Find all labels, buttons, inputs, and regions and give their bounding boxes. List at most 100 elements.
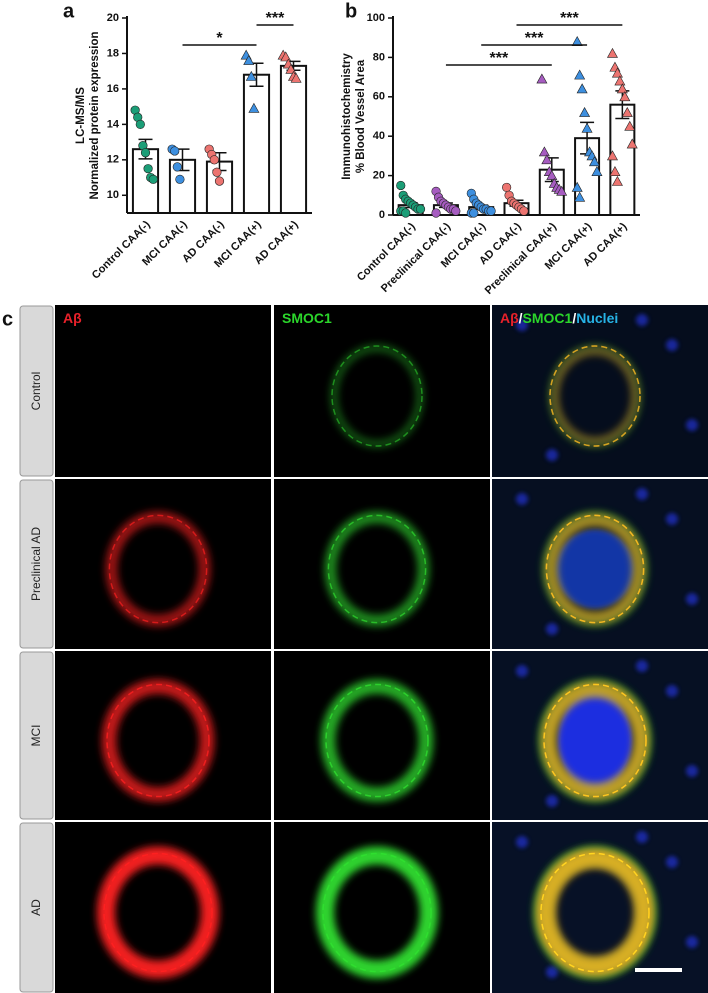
data-point	[556, 185, 568, 196]
y-tick-label: 40	[373, 130, 385, 142]
data-point	[538, 146, 550, 157]
data-point	[212, 167, 222, 177]
data-point	[574, 191, 586, 202]
vessel-ring	[542, 683, 648, 798]
data-point	[574, 69, 586, 80]
panel-letter: a	[63, 0, 75, 22]
data-point	[591, 166, 603, 176]
y-tick-label: 100	[367, 12, 385, 24]
data-point	[626, 138, 638, 149]
significance-label: ***	[560, 10, 579, 27]
bar	[242, 73, 271, 214]
data-point	[619, 91, 631, 102]
vessel-ring	[552, 348, 638, 444]
nucleus	[516, 836, 528, 848]
row-label-box	[19, 305, 54, 477]
vessel-ring	[546, 515, 644, 623]
y-tick-label: 0	[379, 209, 385, 221]
nuclei	[557, 690, 633, 791]
nucleus	[516, 665, 528, 677]
vessel-ring-detail	[331, 345, 423, 447]
vessel-ring	[538, 850, 652, 975]
column-header-part: Aβ	[63, 310, 82, 326]
data-point	[519, 206, 529, 216]
data-point	[469, 208, 479, 218]
bar	[279, 64, 308, 215]
nuclei	[555, 529, 635, 609]
vessel-ring-detail	[540, 852, 650, 973]
data-point	[486, 206, 496, 216]
panel-letter: c	[2, 308, 13, 330]
data-point	[396, 180, 406, 191]
nucleus	[636, 314, 648, 326]
vessel-ring-detail	[322, 852, 432, 973]
vessel-ring-detail	[549, 345, 641, 447]
data-point	[576, 83, 588, 94]
column-header: Aβ	[63, 310, 82, 326]
y-tick-label: 10	[107, 189, 119, 201]
nucleus	[636, 831, 648, 843]
data-point	[243, 54, 255, 65]
vessel-ring-detail	[106, 683, 210, 798]
row-label: MCI	[29, 725, 43, 747]
row-label: Preclinical AD	[29, 527, 43, 601]
y-axis-label: Immunohistochemistry	[341, 53, 353, 180]
vessel-ring	[97, 846, 219, 979]
nucleus	[516, 493, 528, 505]
data-point	[614, 75, 626, 86]
data-point	[401, 208, 411, 218]
data-point	[611, 67, 623, 78]
row-label: Control	[29, 372, 43, 411]
micrograph	[274, 305, 490, 477]
column-header-part: SMOC1	[523, 310, 573, 326]
vessel-ring	[101, 679, 215, 802]
data-point	[170, 146, 180, 156]
data-point	[579, 106, 591, 117]
data-point	[541, 154, 553, 165]
nucleus	[666, 685, 678, 697]
row-label: AD	[29, 899, 43, 916]
data-point	[248, 102, 260, 113]
column-header: Aβ/SMOC1/Nuclei	[500, 310, 618, 326]
nucleus	[666, 339, 678, 351]
data-point	[606, 47, 618, 58]
x-tick-label: Control CAA(-)	[90, 218, 153, 281]
panel-letter: b	[345, 0, 357, 22]
y-axis-label: % Blood Vessel Area	[355, 59, 367, 173]
row-label-box	[19, 651, 54, 820]
data-point	[290, 72, 302, 83]
vessel-ring-detail	[103, 852, 213, 973]
y-axis-label: LC-MS/MS	[75, 87, 87, 144]
column-header-part: /	[572, 310, 576, 326]
vessel-ring	[316, 846, 438, 979]
column-header: SMOC1	[282, 310, 332, 326]
nucleus	[546, 449, 558, 461]
column-header-part: Nuclei	[576, 310, 618, 326]
significance-label: ***	[525, 30, 544, 47]
data-point	[143, 164, 153, 174]
row-label-box	[19, 822, 54, 993]
column-header-part: SMOC1	[282, 310, 332, 326]
y-tick-label: 60	[373, 91, 385, 103]
column-header-part: Aβ	[500, 310, 519, 326]
significance-label: ***	[266, 10, 285, 27]
data-point	[135, 119, 145, 129]
vessel-ring-detail	[545, 514, 645, 624]
data-point	[431, 208, 441, 218]
vessel-ring	[324, 511, 430, 627]
data-point	[172, 162, 182, 172]
nucleus	[546, 623, 558, 635]
data-point	[546, 169, 558, 180]
tissue-background	[492, 305, 708, 477]
data-point	[571, 181, 583, 192]
nucleus	[686, 419, 698, 431]
significance-label: *	[216, 30, 223, 47]
column-header-part: /	[519, 310, 523, 326]
data-point	[502, 182, 512, 193]
data-point	[581, 122, 593, 133]
y-tick-label: 14	[107, 118, 120, 130]
nucleus	[636, 660, 648, 672]
vessel-ring-detail	[327, 514, 427, 624]
data-point	[611, 175, 623, 186]
